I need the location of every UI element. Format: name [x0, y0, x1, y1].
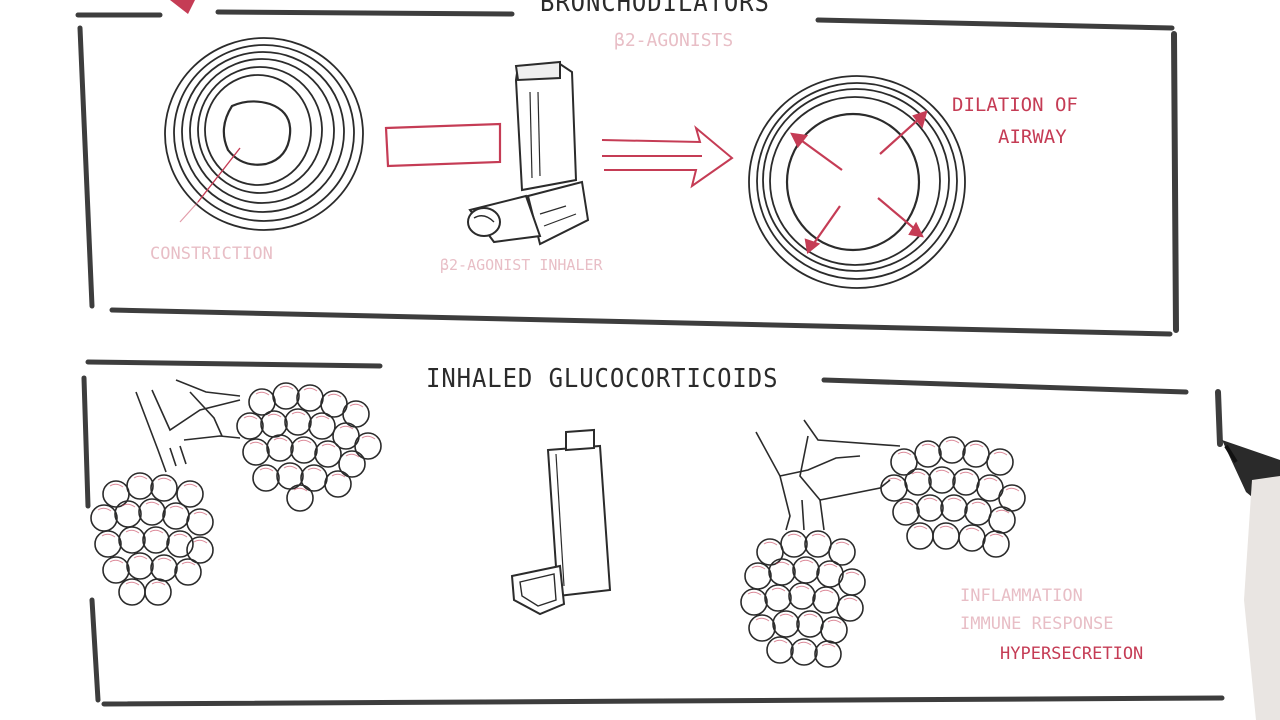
bronchi-alveoli-right-icon: [755, 419, 901, 531]
dilation-label-line1: DILATION OF: [952, 94, 1078, 116]
red-corner-mark: [170, 0, 195, 14]
alveoli-cluster-right-upper: [880, 436, 1026, 558]
bronchodilator-panel-frame: [75, 9, 1179, 337]
inhaled-glucocorticoids-title: INHALED GLUCOCORTICOIDS: [426, 364, 779, 394]
dilated-airway-icon: [748, 75, 966, 289]
beta2-agonists-subtitle: β2-AGONISTS: [614, 30, 734, 51]
bronchodilators-title: BRONCHODILATORS: [540, 0, 770, 18]
alveoli-cluster-lower: [90, 472, 214, 606]
flow-arrow-left: [384, 122, 502, 168]
inhaler-label: β2-AGONIST INHALER: [440, 256, 603, 274]
alveoli-cluster-upper: [236, 382, 382, 512]
glucocorticoid-label-line3: HYPERSECRETION: [1000, 644, 1144, 664]
alveoli-cluster-right-lower: [740, 530, 866, 668]
glucocorticoid-label-line1: INFLAMMATION: [960, 586, 1083, 606]
dilation-label-line2: AIRWAY: [998, 126, 1067, 148]
glucocorticoid-label-line2: IMMUNE RESPONSE: [960, 614, 1114, 634]
bronchi-alveoli-icon: [135, 379, 241, 473]
marker-pen-icon: [1222, 440, 1280, 720]
flow-arrow-right: [601, 125, 734, 189]
glucocorticoid-panel-frame: [81, 359, 1225, 707]
constriction-label: CONSTRICTION: [150, 244, 273, 264]
constricted-airway-icon: [164, 37, 364, 231]
metered-dose-inhaler-icon: [467, 60, 590, 246]
glucocorticoid-inhaler-icon: [510, 428, 612, 616]
